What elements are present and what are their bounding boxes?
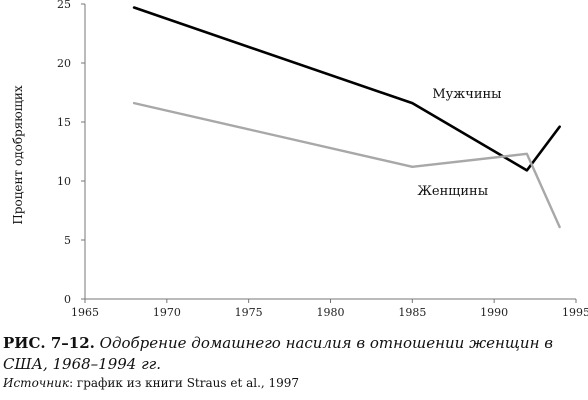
x-tick-label: 1970 [153, 306, 181, 319]
chart-axes [84, 4, 576, 300]
x-tick-label: 1995 [562, 306, 588, 319]
x-tick-label: 1975 [235, 306, 263, 319]
y-tick-label: 10 [57, 175, 71, 188]
x-tick-label: 1985 [398, 306, 426, 319]
source-label: Источник [3, 376, 70, 390]
series-line-women [132, 101, 561, 229]
series-label-men: Мужчины [432, 87, 501, 102]
y-tick-label: 5 [64, 234, 71, 247]
series-line-men [132, 6, 561, 172]
x-tick-label: 1990 [480, 306, 508, 319]
y-tick-label: 15 [57, 116, 71, 129]
y-tick-label: 0 [64, 293, 71, 306]
y-axis-label: Процент одобряющих [11, 85, 25, 225]
chart-series-labels: Мужчины Женщины [417, 87, 501, 199]
figure-caption-text: Одобрение домашнего насилия в отношении … [3, 334, 553, 373]
x-tick-label: 1965 [71, 306, 99, 319]
x-tick-label: 1980 [317, 306, 345, 319]
line-chart: 1965 1970 1975 1980 1985 1990 1995 0 5 10 15 20 25 М… [11, 0, 588, 319]
series-label-women: Женщины [417, 184, 488, 199]
figure-caption: РИС. 7–12. Одобрение домашнего насилия в… [3, 333, 583, 375]
chart-ticks: 1965 1970 1975 1980 1985 1990 1995 0 5 10 15 20 25 [57, 0, 588, 319]
figure-id: РИС. 7–12. [3, 334, 95, 352]
figure-source: Источник: график из книги Straus et al.,… [3, 375, 583, 391]
y-tick-label: 25 [57, 0, 71, 11]
y-tick-label: 20 [57, 57, 71, 70]
source-text: : график из книги Straus et al., 1997 [69, 376, 300, 390]
chart-series-lines [132, 6, 561, 229]
